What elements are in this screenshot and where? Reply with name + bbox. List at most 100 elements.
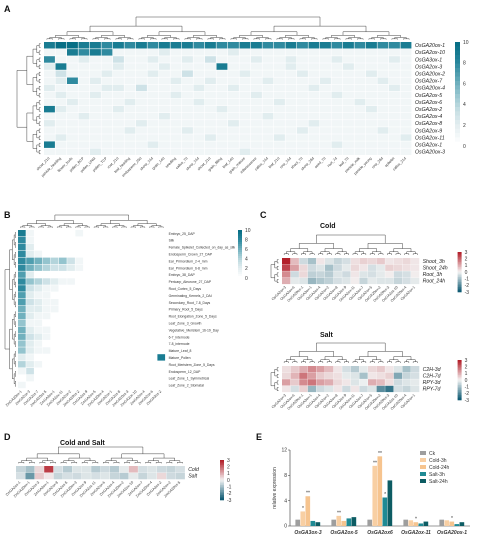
a-cell [205, 113, 216, 120]
d-cell [100, 466, 110, 473]
a-cell [67, 56, 78, 63]
a-top-branch-34 [239, 35, 263, 38]
b-cell [116, 230, 125, 237]
cc-cell [359, 271, 368, 278]
a-cell [262, 77, 274, 84]
a-cell [90, 127, 101, 134]
a-top-branch-49 [331, 35, 355, 38]
a-top-branch-59 [380, 38, 387, 40]
a-cell [320, 98, 331, 106]
a-cell [216, 148, 228, 155]
a-cell [90, 77, 101, 84]
a-cell [67, 113, 78, 120]
b-cell [67, 374, 75, 382]
a-top-branch-31 [219, 38, 226, 40]
b-cell [42, 319, 51, 327]
a-left-branch-14 [38, 86, 41, 91]
a-cell [354, 98, 366, 106]
a-cell [331, 98, 343, 106]
a-cell [44, 63, 55, 70]
a-cell [124, 134, 136, 141]
d-top-branch-27 [155, 462, 162, 464]
a-cell [297, 98, 308, 106]
a-top-branch-38 [256, 37, 269, 39]
cc-cell [411, 271, 420, 278]
d-cell [100, 472, 110, 480]
b-cell [83, 333, 92, 340]
cc-cell [290, 258, 299, 265]
a-top-branch-6 [58, 38, 65, 40]
cs-cell [282, 366, 291, 373]
d-cbar-swatch [220, 490, 224, 492]
b-left-branch-8 [14, 261, 16, 268]
a-cell [124, 56, 136, 63]
cc-cell [368, 271, 377, 278]
a-cell [182, 42, 193, 49]
b-cell [50, 312, 59, 320]
a-cell [101, 127, 113, 134]
b-cell [59, 305, 67, 313]
cc-cell [299, 277, 308, 285]
b-cell [149, 305, 157, 313]
b-top-branch-9 [63, 223, 83, 226]
a-cell [55, 49, 67, 56]
cc-cbar-swatch [457, 287, 462, 289]
b-cell [18, 312, 26, 320]
b-cell [149, 292, 157, 299]
a-cell [205, 42, 216, 49]
b-cell [141, 278, 149, 285]
a-cell [389, 70, 400, 77]
a-cell [78, 42, 90, 49]
cc-cbar-swatch [457, 275, 462, 278]
a-cell [331, 120, 343, 127]
b-cell [50, 243, 59, 251]
d-cell [53, 466, 63, 473]
b-left-branch-28 [13, 373, 16, 384]
cs-top-branch-19 [352, 361, 358, 363]
a-cbar-swatch [455, 102, 460, 108]
a-cell [400, 49, 412, 56]
a-cell [354, 42, 366, 49]
a-top-branch-2 [66, 31, 114, 36]
b-cell [26, 236, 34, 244]
a-row-label: OsGA2ox-8 [415, 121, 442, 127]
b-cell [108, 285, 116, 292]
b-cbar-swatch [238, 236, 242, 239]
a-cell [262, 84, 274, 92]
e-y-tick-label: 8 [284, 473, 287, 479]
b-cbar-swatch [238, 254, 242, 257]
b-cell [34, 340, 43, 347]
cs-top-branch-2 [290, 356, 309, 360]
e-significance-mark: * [384, 492, 386, 498]
b-cbar-swatch [238, 232, 242, 235]
cs-top-branch-4 [283, 361, 289, 363]
e-bar [341, 520, 347, 526]
a-cell [400, 148, 412, 155]
e-bar [310, 520, 316, 526]
cs-cbar-tick: -3 [465, 398, 470, 404]
d-cell [81, 472, 91, 480]
a-row-label: OsGA2ox-3 [415, 64, 442, 70]
b-cell [18, 374, 26, 382]
cs-cell [342, 385, 351, 393]
cc-row-label: Root_3h [423, 272, 443, 278]
a-cell [320, 91, 331, 99]
a-cell [170, 120, 182, 127]
a-cell [389, 49, 400, 56]
cs-top-branch-14 [335, 361, 341, 363]
cs-cbar-swatch [457, 381, 462, 384]
cs-cell [350, 385, 360, 393]
e-bar [444, 520, 450, 526]
b-cell [132, 326, 141, 333]
b-cell [42, 347, 51, 354]
a-cell [274, 113, 285, 120]
b-cell [34, 230, 43, 237]
a-cell [113, 56, 124, 63]
a-cell [251, 148, 262, 155]
b-cell [108, 250, 116, 258]
b-cell [91, 354, 100, 361]
a-cell [159, 70, 170, 77]
b-cell [50, 278, 59, 285]
b-cell [26, 368, 34, 375]
